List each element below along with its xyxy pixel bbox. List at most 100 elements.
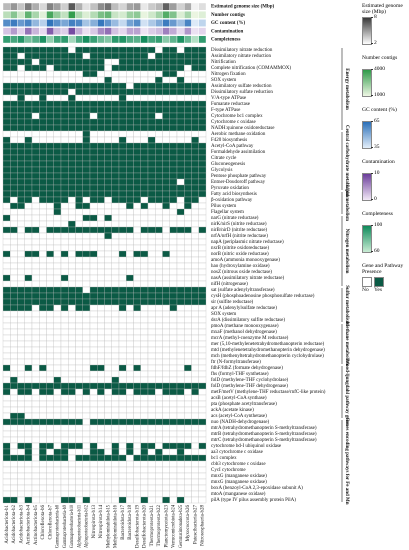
presence-cell <box>68 172 76 180</box>
presence-cell <box>184 64 192 72</box>
presence-cell <box>68 364 76 372</box>
annotation-cell <box>2 35 11 44</box>
presence-cell <box>111 418 120 426</box>
presence-cell <box>133 292 141 300</box>
presence-cell <box>118 316 127 324</box>
presence-cell <box>191 52 199 60</box>
presence-cell <box>31 412 40 420</box>
annotation-cell <box>155 19 163 27</box>
presence-cell <box>126 178 134 186</box>
presence-cell <box>46 496 54 504</box>
presence-cell <box>176 340 185 348</box>
presence-cell <box>147 286 156 294</box>
presence-cell <box>60 442 69 450</box>
presence-cell <box>198 430 207 438</box>
presence-cell <box>118 208 127 216</box>
presence-cell <box>24 94 33 102</box>
presence-cell <box>184 190 192 198</box>
presence-cell <box>133 232 141 240</box>
presence-cell <box>39 298 47 306</box>
presence-cell <box>133 448 141 456</box>
presence-cell <box>169 262 178 270</box>
presence-cell <box>60 298 69 306</box>
presence-cell <box>133 52 141 60</box>
presence-cell <box>155 58 163 66</box>
presence-cell <box>111 160 120 168</box>
presence-cell <box>2 454 11 462</box>
presence-cell <box>191 142 199 150</box>
annotation-cell <box>31 2 40 11</box>
presence-cell <box>89 70 98 78</box>
presence-cell <box>118 202 127 210</box>
presence-cell <box>118 244 127 252</box>
presence-cell <box>53 274 62 282</box>
annotation-cell <box>24 19 33 27</box>
presence-cell <box>53 196 62 204</box>
presence-cell <box>140 316 149 324</box>
presence-cell <box>162 448 170 456</box>
presence-cell <box>184 112 192 120</box>
presence-cell <box>2 166 11 174</box>
presence-cell <box>39 160 47 168</box>
presence-cell <box>155 100 163 108</box>
presence-cell <box>75 64 83 72</box>
presence-cell <box>169 166 178 174</box>
row-label: fhs (formyl-THF synthetase) <box>211 372 269 377</box>
presence-cell <box>53 346 62 354</box>
presence-cell <box>75 256 83 264</box>
presence-cell <box>198 370 207 378</box>
presence-cell <box>2 430 11 438</box>
presence-cell <box>184 118 192 126</box>
presence-cell <box>133 376 141 384</box>
presence-cell <box>97 400 105 408</box>
presence-cell <box>46 88 54 96</box>
presence-cell <box>75 418 83 426</box>
presence-cell <box>2 76 11 84</box>
presence-cell <box>104 424 112 432</box>
presence-cell <box>46 208 54 216</box>
presence-cell <box>75 310 83 318</box>
presence-cell <box>46 478 54 486</box>
presence-cell <box>191 430 199 438</box>
presence-cell <box>89 472 98 480</box>
presence-cell <box>60 412 69 420</box>
presence-cell <box>147 130 156 138</box>
presence-cell <box>46 490 54 498</box>
presence-cell <box>140 166 149 174</box>
presence-cell <box>118 184 127 192</box>
presence-cell <box>39 112 47 120</box>
presence-cell <box>169 322 178 330</box>
annotation-cell <box>24 27 33 36</box>
presence-cell <box>17 376 25 384</box>
presence-cell <box>133 46 141 54</box>
presence-cell <box>118 166 127 174</box>
presence-cell <box>39 394 47 402</box>
presence-cell <box>184 460 192 468</box>
presence-cell <box>2 268 11 276</box>
presence-cell <box>68 472 76 480</box>
presence-cell <box>39 328 47 336</box>
presence-cell <box>184 406 192 414</box>
presence-cell <box>198 382 207 390</box>
presence-cell <box>17 292 25 300</box>
presence-cell <box>155 286 163 294</box>
presence-cell <box>169 196 178 204</box>
presence-cell <box>68 388 76 396</box>
presence-cell <box>111 250 120 258</box>
presence-cell <box>184 124 192 132</box>
presence-cell <box>169 268 178 276</box>
presence-cell <box>191 94 199 102</box>
presence-cell <box>46 124 54 132</box>
presence-cell <box>39 214 47 222</box>
presence-cell <box>2 418 11 426</box>
presence-cell <box>111 136 120 144</box>
annotation-cell <box>10 10 18 19</box>
presence-cell <box>46 196 54 204</box>
presence-cell <box>17 310 25 318</box>
presence-cell <box>162 202 170 210</box>
presence-cell <box>111 310 120 318</box>
presence-cell <box>184 52 192 60</box>
presence-cell <box>162 430 170 438</box>
presence-cell <box>2 244 11 252</box>
